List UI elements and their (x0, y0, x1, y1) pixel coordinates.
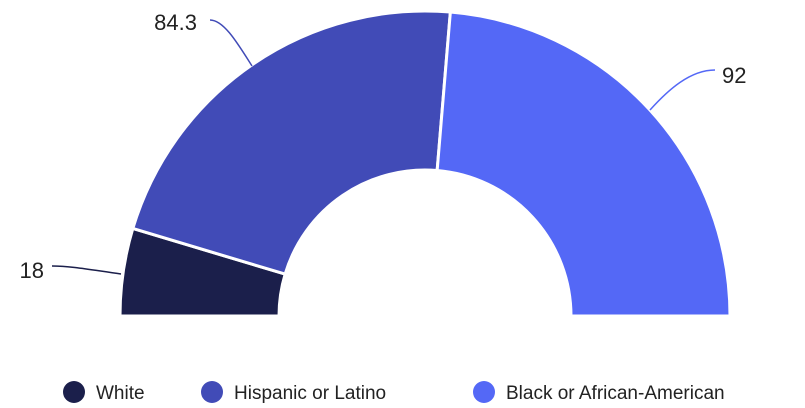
legend-marker-white (63, 381, 85, 403)
chart-legend: White Hispanic or Latino Black or African-… (63, 381, 725, 404)
chart-data-labels: 18 84.3 92 (20, 10, 747, 283)
legend-marker-hispanic-or-latino (201, 381, 223, 403)
data-label-hispanic-or-latino: 84.3 (154, 10, 197, 35)
legend-label-black-or-african-american: Black or African-American (506, 383, 725, 404)
legend-label-white: White (96, 383, 145, 404)
slice-hispanic-or-latino[interactable] (131, 9, 452, 276)
leader-line-white (51, 265, 122, 275)
legend-label-hispanic-or-latino: Hispanic or Latino (234, 383, 386, 404)
data-label-white: 18 (20, 258, 44, 283)
chart-leader-lines (51, 19, 716, 275)
legend-item-black-or-african-american[interactable]: Black or African-American (473, 381, 725, 404)
leader-line-black-or-african-american (649, 69, 716, 111)
data-label-black-or-african-american: 92 (722, 63, 746, 88)
legend-item-white[interactable]: White (63, 381, 145, 404)
leader-line-hispanic-or-latino (209, 19, 253, 67)
legend-marker-black-or-african-american (473, 381, 495, 403)
slice-black-or-african-american[interactable] (435, 10, 732, 318)
legend-item-hispanic-or-latino[interactable]: Hispanic or Latino (201, 381, 386, 404)
chart-slices (118, 9, 732, 318)
